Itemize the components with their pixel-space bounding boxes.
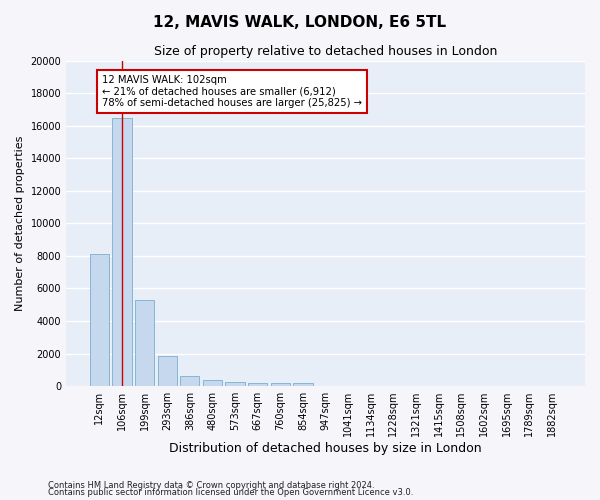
Bar [226,382,245,386]
Bar [180,376,199,386]
Bar [135,300,154,386]
Text: Contains HM Land Registry data © Crown copyright and database right 2024.: Contains HM Land Registry data © Crown c… [48,480,374,490]
Y-axis label: Number of detached properties: Number of detached properties [15,136,25,311]
Bar [158,356,177,386]
Bar [203,380,222,386]
Bar [293,384,313,386]
Bar [112,118,131,386]
Bar [271,383,290,386]
Bar [90,254,109,386]
Bar [248,382,268,386]
X-axis label: Distribution of detached houses by size in London: Distribution of detached houses by size … [169,442,482,455]
Title: Size of property relative to detached houses in London: Size of property relative to detached ho… [154,45,497,58]
Text: Contains public sector information licensed under the Open Government Licence v3: Contains public sector information licen… [48,488,413,497]
Text: 12, MAVIS WALK, LONDON, E6 5TL: 12, MAVIS WALK, LONDON, E6 5TL [154,15,446,30]
Text: 12 MAVIS WALK: 102sqm
← 21% of detached houses are smaller (6,912)
78% of semi-d: 12 MAVIS WALK: 102sqm ← 21% of detached … [103,75,362,108]
